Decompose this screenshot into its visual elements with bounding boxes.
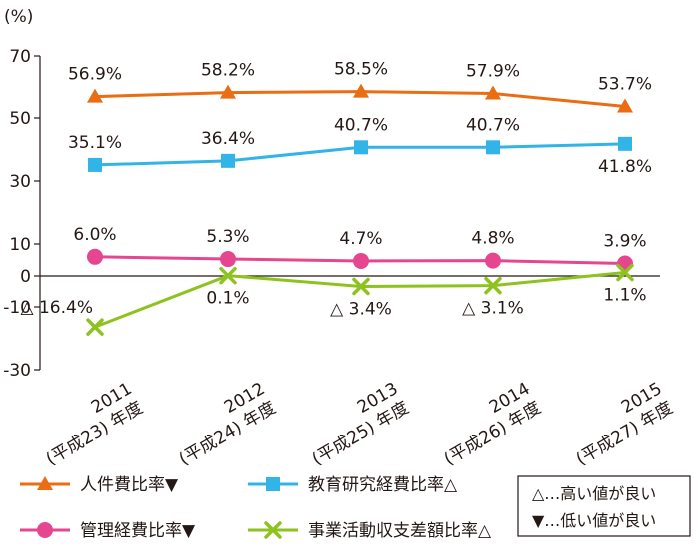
data-point — [352, 277, 370, 296]
data-point — [264, 521, 282, 539]
data-point — [37, 522, 53, 538]
y-axis-ticks: 70 50 30 10 0 -10 -30 — [3, 47, 40, 381]
data-point — [221, 153, 235, 168]
legend-label: 教育研究経費比率△ — [308, 475, 458, 495]
legend-label: 管理経費比率▼ — [80, 521, 196, 541]
legend-label: 人件費比率▼ — [80, 475, 179, 495]
y-tick-label: 50 — [9, 109, 31, 129]
data-point — [88, 157, 102, 172]
series-group: 56.9% 58.2% 58.5% 57.9% 53.7% 35.1% 36.4% 40.7%… — [21, 60, 652, 336]
data-point — [617, 98, 633, 113]
data-label: △ 16.4% — [21, 298, 93, 318]
y-tick-label: 70 — [9, 47, 31, 67]
x-tick-label: 2014(平成26) 年度 — [430, 379, 545, 470]
data-label: △ 3.1% — [462, 299, 524, 319]
data-label: 4.7% — [339, 229, 382, 249]
data-point — [618, 136, 632, 151]
x-tick-label: 2015(平成27) 年度 — [562, 379, 677, 470]
x-tick-label: 2013(平成25) 年度 — [298, 379, 413, 470]
data-label: 58.2% — [201, 61, 255, 81]
y-tick-label: -10 — [3, 298, 31, 318]
data-point — [353, 252, 369, 269]
legend-label: 事業活動収支差額比率△ — [308, 521, 492, 541]
data-point — [485, 85, 501, 100]
note-high-good: △…高い値が良い — [532, 484, 656, 503]
y-tick-label: 0 — [20, 267, 31, 287]
data-point — [266, 477, 280, 491]
data-label: 41.8% — [598, 157, 652, 177]
data-label: 57.9% — [466, 62, 520, 82]
x-tick-label: 2011(平成23) 年度 — [32, 379, 147, 470]
data-label: 1.1% — [603, 285, 646, 305]
data-point — [353, 83, 369, 98]
data-point — [484, 276, 502, 295]
data-label: 58.5% — [334, 60, 388, 80]
data-label: 0.1% — [206, 289, 249, 309]
notes-box: △…高い値が良い ▼…低い値が良い — [517, 475, 691, 537]
notes-box-frame — [517, 475, 691, 537]
data-label: 6.0% — [73, 225, 116, 245]
data-point — [87, 248, 103, 265]
note-low-good: ▼…低い値が良い — [532, 511, 656, 530]
legend: 人件費比率▼ 教育研究経費比率△ 管理経費比率▼ 事業活動収支差額比率△ — [20, 475, 492, 541]
data-label: 36.4% — [201, 129, 255, 149]
data-label: 3.9% — [603, 232, 646, 252]
data-point — [86, 318, 104, 336]
data-label: △ 3.4% — [330, 300, 392, 320]
x-axis-labels: 2011(平成23) 年度 2012(平成24) 年度 2013(平成25) 年度 2… — [32, 379, 677, 470]
data-point — [37, 476, 53, 490]
data-label: 40.7% — [334, 115, 388, 135]
data-label: 40.7% — [466, 115, 520, 135]
data-label: 35.1% — [68, 133, 122, 153]
data-point — [87, 88, 103, 103]
data-label: 4.8% — [471, 229, 514, 249]
y-tick-label: 30 — [9, 172, 31, 192]
y-tick-label: -30 — [3, 361, 31, 381]
data-point — [219, 266, 237, 285]
data-point — [354, 140, 368, 155]
unit-label: (%) — [4, 7, 33, 27]
data-point — [220, 84, 236, 99]
y-tick-label: 10 — [9, 235, 31, 255]
data-label: 56.9% — [68, 65, 122, 85]
data-point — [220, 251, 236, 268]
data-point — [616, 263, 634, 282]
data-label: 53.7% — [598, 75, 652, 95]
data-label: 5.3% — [206, 227, 249, 247]
data-point — [486, 140, 500, 155]
data-point — [485, 252, 501, 269]
x-tick-label: 2012(平成24) 年度 — [165, 379, 280, 470]
